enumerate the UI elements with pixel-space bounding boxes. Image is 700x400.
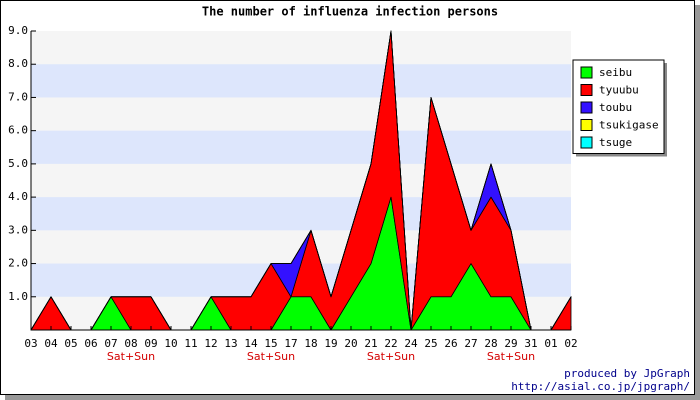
x-tick-label: 29 [504, 337, 517, 350]
chart-title: The number of influenza infection person… [202, 5, 498, 19]
y-tick-label: 4.0 [8, 190, 28, 203]
footer: http://asial.co.jp/jpgraph/ [511, 380, 690, 393]
legend-label: seibu [599, 66, 632, 79]
y-tick-label: 1.0 [8, 290, 28, 303]
x-tick-label: 19 [324, 337, 337, 350]
x-sublabel: Sat+Sun [107, 350, 155, 363]
grid-band [31, 64, 571, 98]
x-tick-label: 03 [24, 337, 37, 350]
grid-band [31, 130, 571, 164]
x-tick-label: 21 [364, 337, 377, 350]
x-tick-label: 28 [484, 337, 497, 350]
footer: produced by JpGraph [564, 367, 690, 380]
x-tick-label: 02 [564, 337, 577, 350]
y-tick-label: 9.0 [8, 24, 28, 37]
x-tick-label: 05 [64, 337, 77, 350]
x-tick-label: 08 [124, 337, 137, 350]
area [30, 30, 572, 331]
x-tick-label: 17 [284, 337, 297, 350]
y-tick-label: 8.0 [8, 57, 28, 70]
x-tick-label: 20 [344, 337, 357, 350]
legend-label: tsuge [599, 136, 632, 149]
x-tick-label: 22 [384, 337, 397, 350]
x-tick-label: 12 [204, 337, 217, 350]
x-sublabel: Sat+Sun [247, 350, 295, 363]
y-tick-label: 2.0 [8, 257, 28, 270]
legend-label: tyuubu [599, 84, 639, 97]
legend-label: tsukigase [599, 119, 659, 132]
x-tick-label: 13 [224, 337, 237, 350]
x-sublabel: Sat+Sun [367, 350, 415, 363]
legend-label: toubu [599, 101, 632, 114]
y-tick-label: 7.0 [8, 90, 28, 103]
x-tick-label: 11 [184, 337, 197, 350]
plot: 1.02.03.04.05.06.07.08.09.003 04 05 06 07 08S… [8, 24, 667, 363]
shadow [695, 5, 700, 400]
legend-swatch [580, 119, 593, 131]
x-tick-label: 14 [244, 337, 258, 350]
x-tick-label: 04 [44, 337, 58, 350]
x-tick-label: 27 [464, 337, 477, 350]
x-tick-label: 10 [164, 337, 177, 350]
legend-swatch [580, 84, 593, 96]
x-tick-label: 06 [84, 337, 97, 350]
x-tick-label: 15 [264, 337, 277, 350]
y-tick-label: 6.0 [8, 124, 28, 137]
x-tick-label: 09 [144, 337, 157, 350]
x-tick-label: 31 [524, 337, 537, 350]
x-tick-label: 18 [304, 337, 317, 350]
x-tick-label: 07 [104, 337, 117, 350]
x-tick-label: 24 [404, 337, 418, 350]
shadow [5, 395, 700, 400]
x-sublabel: Sat+Sun [487, 350, 535, 363]
legend-swatch [580, 136, 593, 149]
y-tick-label: 5.0 [8, 157, 28, 170]
x-tick-label: 01 [544, 337, 557, 350]
legend-swatch [580, 66, 593, 79]
y-tick-label: 3.0 [8, 223, 28, 236]
legend-swatch [580, 101, 593, 114]
x-tick-label: 25 [424, 337, 437, 350]
x-tick-label: 26 [444, 337, 457, 350]
